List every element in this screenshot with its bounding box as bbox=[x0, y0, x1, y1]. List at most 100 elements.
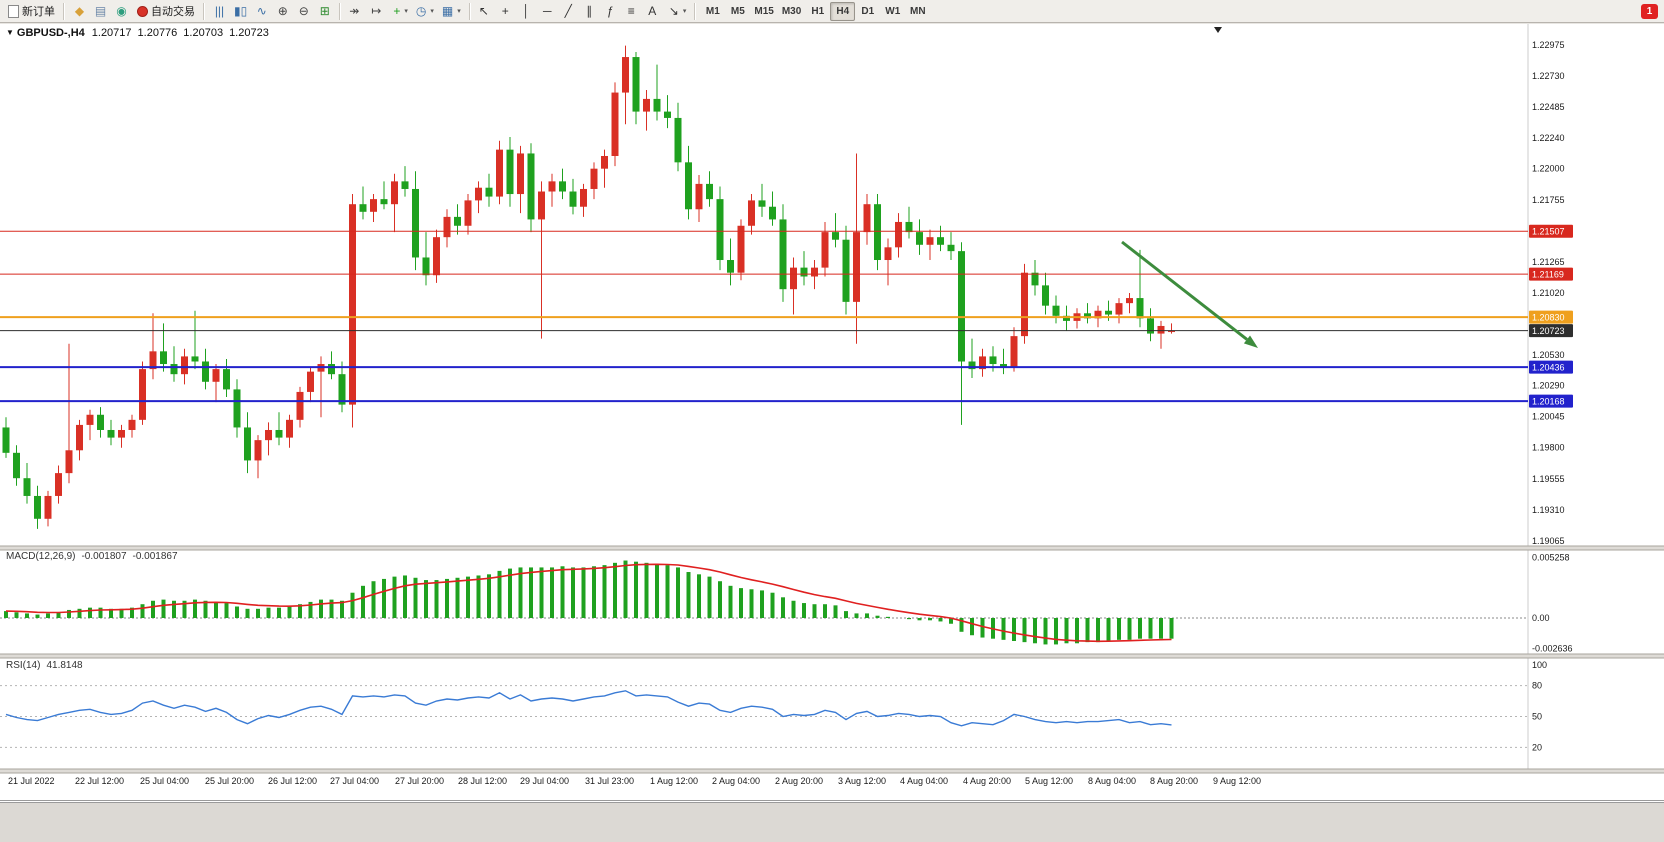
timeframe-mn[interactable]: MN bbox=[905, 2, 930, 21]
macd-label: MACD(12,26,9) -0.001807 -0.001867 bbox=[6, 551, 184, 562]
svg-text:100: 100 bbox=[1532, 660, 1547, 670]
svg-text:25 Jul 04:00: 25 Jul 04:00 bbox=[140, 776, 189, 786]
tile-windows-icon[interactable]: ⊞ bbox=[314, 2, 335, 21]
svg-text:21 Jul 2022: 21 Jul 2022 bbox=[8, 776, 55, 786]
vertical-line-icon[interactable]: │ bbox=[518, 2, 539, 21]
svg-text:1.21755: 1.21755 bbox=[1532, 195, 1565, 205]
zoom-in-icon[interactable]: ⊕ bbox=[272, 2, 293, 21]
new-order-button[interactable]: 新订单 bbox=[4, 2, 59, 21]
svg-text:1 Aug 12:00: 1 Aug 12:00 bbox=[650, 776, 698, 786]
svg-text:1.22485: 1.22485 bbox=[1532, 102, 1565, 112]
cursor-icon[interactable]: ↖ bbox=[475, 2, 497, 21]
svg-text:27 Jul 04:00: 27 Jul 04:00 bbox=[330, 776, 379, 786]
svg-text:20: 20 bbox=[1532, 742, 1542, 752]
svg-text:1.21169: 1.21169 bbox=[1532, 270, 1564, 280]
ohlc-close: 1.20723 bbox=[229, 27, 269, 39]
timeframe-m5[interactable]: M5 bbox=[725, 2, 750, 21]
periods-icon[interactable]: ◷ ▾ bbox=[412, 2, 438, 21]
autotrade-status-icon bbox=[137, 5, 148, 17]
text-icon[interactable]: A bbox=[644, 2, 665, 21]
toolbar-separator bbox=[468, 2, 471, 20]
notification-badge[interactable]: 1 bbox=[1641, 3, 1658, 19]
svg-text:28 Jul 12:00: 28 Jul 12:00 bbox=[458, 776, 507, 786]
timeframe-d1[interactable]: D1 bbox=[855, 2, 880, 21]
horizontal-line-icon[interactable]: ─ bbox=[539, 2, 560, 21]
channel-icon[interactable]: ∥ bbox=[581, 2, 602, 21]
svg-text:1.22730: 1.22730 bbox=[1532, 71, 1565, 81]
svg-text:4 Aug 20:00: 4 Aug 20:00 bbox=[963, 776, 1011, 786]
svg-text:29 Jul 04:00: 29 Jul 04:00 bbox=[520, 776, 569, 786]
svg-text:1.20168: 1.20168 bbox=[1532, 397, 1565, 407]
candlestick-chart-icon[interactable]: ▮▯ bbox=[230, 2, 251, 21]
svg-text:0.00: 0.00 bbox=[1532, 613, 1550, 623]
chart-shift-icon[interactable]: ↦ bbox=[367, 2, 389, 21]
macd-title: MACD(12,26,9) bbox=[6, 551, 76, 562]
svg-text:1.19065: 1.19065 bbox=[1532, 536, 1565, 546]
toolbar: 新订单 ◆ ▤ ◉ 自动交易 ||| ▮▯ ∿ ⊕ ⊖ ⊞ ↠ ↦ + ▾ ◷ ▾ ▦ ▾ ↖ + │ ─ ╱ ∥ ƒ ≡… bbox=[0, 0, 1664, 23]
auto-scroll-icon[interactable]: ↠ bbox=[345, 2, 367, 21]
indicators-icon[interactable]: + ▾ bbox=[389, 2, 412, 21]
svg-text:1.20723: 1.20723 bbox=[1532, 326, 1565, 336]
macd-signal-value: -0.001867 bbox=[132, 551, 178, 562]
autotrade-label: 自动交易 bbox=[151, 6, 195, 18]
toolbar-separator bbox=[694, 2, 697, 20]
svg-text:1.20436: 1.20436 bbox=[1532, 363, 1565, 373]
new-order-icon bbox=[8, 4, 19, 18]
svg-text:1.19310: 1.19310 bbox=[1532, 505, 1565, 515]
timeframe-w1[interactable]: W1 bbox=[880, 2, 905, 21]
svg-text:5 Aug 12:00: 5 Aug 12:00 bbox=[1025, 776, 1073, 786]
svg-text:2 Aug 04:00: 2 Aug 04:00 bbox=[712, 776, 760, 786]
svg-text:-0.002636: -0.002636 bbox=[1532, 643, 1573, 653]
bar-chart-icon[interactable]: ||| bbox=[209, 2, 230, 21]
fibonacci-icon[interactable]: ƒ bbox=[602, 2, 623, 21]
zoom-out-icon[interactable]: ⊖ bbox=[293, 2, 314, 21]
line-chart-icon[interactable]: ∿ bbox=[251, 2, 272, 21]
svg-text:22 Jul 12:00: 22 Jul 12:00 bbox=[75, 776, 124, 786]
timeframe-h1[interactable]: H1 bbox=[805, 2, 830, 21]
toolbar-separator bbox=[203, 2, 205, 20]
svg-text:1.20290: 1.20290 bbox=[1532, 381, 1565, 391]
trendline-icon[interactable]: ╱ bbox=[560, 2, 581, 21]
print-icon[interactable]: ▤ bbox=[90, 2, 111, 21]
ohlc-low: 1.20703 bbox=[183, 27, 224, 39]
svg-text:1.20530: 1.20530 bbox=[1532, 350, 1565, 360]
toolbar-separator bbox=[339, 2, 342, 20]
svg-text:1.21265: 1.21265 bbox=[1532, 257, 1565, 267]
svg-text:9 Aug 12:00: 9 Aug 12:00 bbox=[1213, 776, 1261, 786]
new-order-label: 新订单 bbox=[22, 6, 55, 18]
window-bottom-edge bbox=[0, 802, 1664, 842]
timeframe-h4[interactable]: H4 bbox=[830, 2, 856, 21]
svg-text:0.005258: 0.005258 bbox=[1532, 553, 1570, 563]
crosshair-icon[interactable]: + bbox=[497, 2, 518, 21]
collapse-icon[interactable]: ▼ bbox=[6, 28, 14, 37]
timeframe-m1[interactable]: M1 bbox=[700, 2, 725, 21]
templates-icon[interactable]: ▦ ▾ bbox=[438, 2, 465, 21]
svg-text:4 Aug 04:00: 4 Aug 04:00 bbox=[900, 776, 948, 786]
symbol-period: GBPUSD-,H4 bbox=[16, 27, 85, 39]
svg-text:8 Aug 04:00: 8 Aug 04:00 bbox=[1088, 776, 1136, 786]
svg-text:1.21020: 1.21020 bbox=[1532, 288, 1565, 298]
svg-text:1.20045: 1.20045 bbox=[1532, 412, 1565, 422]
svg-text:1.19555: 1.19555 bbox=[1532, 474, 1565, 484]
svg-text:1.22000: 1.22000 bbox=[1532, 164, 1565, 174]
rsi-label: RSI(14) 41.8148 bbox=[6, 660, 89, 671]
chart-title: ▼ GBPUSD-,H4 1.20717 1.20776 1.20703 1.20723 bbox=[6, 27, 275, 39]
rsi-title: RSI(14) bbox=[6, 660, 41, 671]
ohlc-open: 1.20717 bbox=[91, 27, 132, 39]
market-watch-icon[interactable]: ◆ bbox=[69, 2, 90, 21]
svg-text:26 Jul 12:00: 26 Jul 12:00 bbox=[268, 776, 317, 786]
macd-main-value: -0.001807 bbox=[81, 551, 127, 562]
svg-text:1.20830: 1.20830 bbox=[1532, 313, 1565, 323]
rsi-value: 41.8148 bbox=[46, 660, 83, 671]
svg-text:2 Aug 20:00: 2 Aug 20:00 bbox=[775, 776, 823, 786]
objects-icon[interactable]: ≡ bbox=[623, 2, 644, 21]
navigator-icon[interactable]: ◉ bbox=[111, 2, 132, 21]
toolbar-separator bbox=[63, 2, 65, 20]
price-chart[interactable]: 1.22975 1.22730 1.22485 1.22240 1.22000 1.217… bbox=[0, 24, 1664, 802]
timeframe-m30[interactable]: M30 bbox=[778, 2, 805, 21]
timeframe-m15[interactable]: M15 bbox=[750, 2, 777, 21]
arrows-icon[interactable]: ↘ ▾ bbox=[665, 2, 691, 21]
svg-text:1.21507: 1.21507 bbox=[1532, 227, 1565, 237]
autotrade-button[interactable]: 自动交易 bbox=[133, 2, 199, 21]
